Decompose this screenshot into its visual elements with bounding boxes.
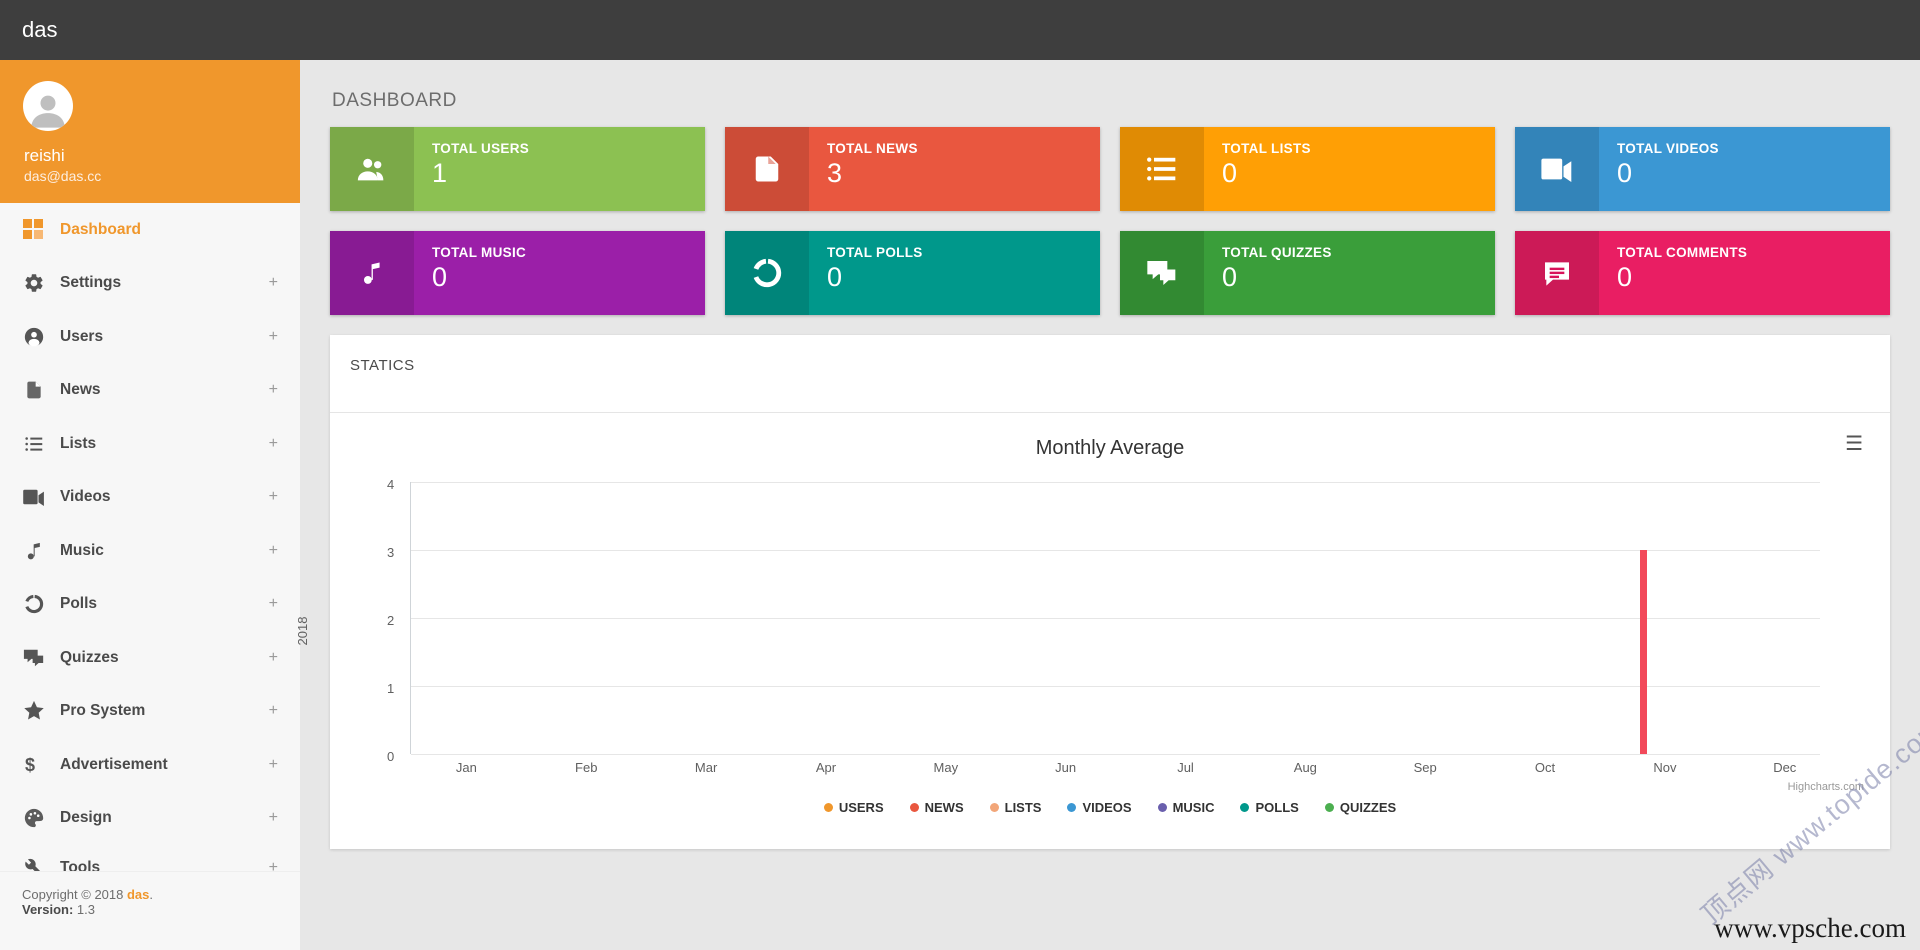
svg-text:$: $ bbox=[25, 755, 35, 775]
